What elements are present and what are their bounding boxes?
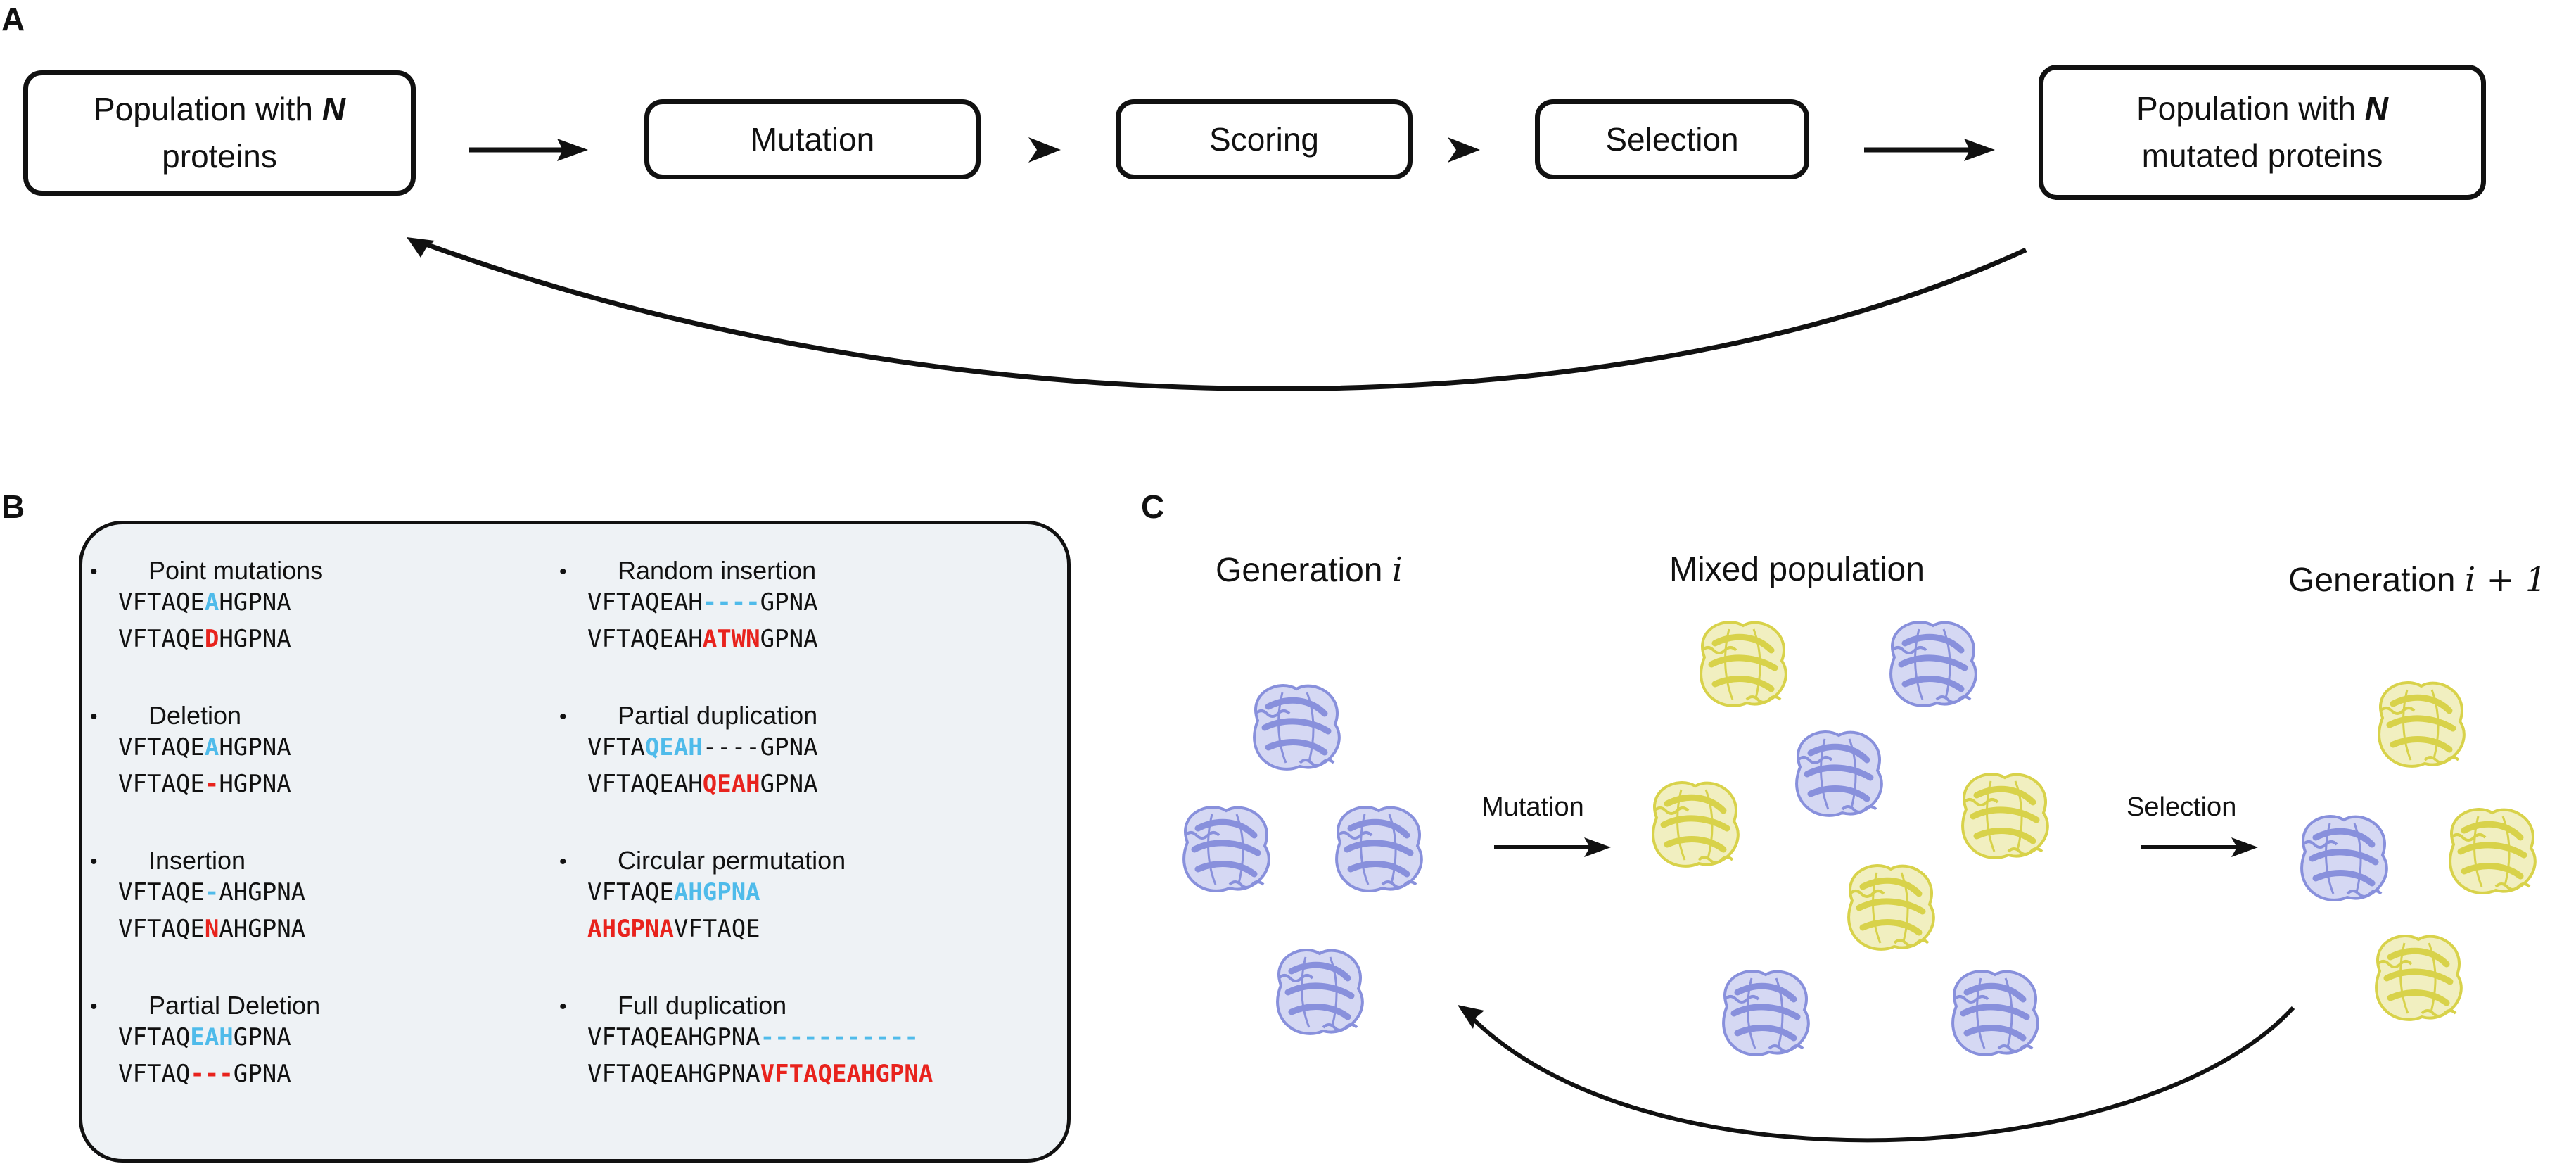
mutated-box-text-2: mutated proteins xyxy=(2141,137,2383,174)
protein-wild-type xyxy=(1797,732,1882,816)
arrowhead xyxy=(1964,139,1995,161)
panel-b-letter: B xyxy=(1,488,25,525)
bullet: • xyxy=(90,560,98,583)
insertion-seq-1: VFTAQE-AHGPNA xyxy=(118,878,306,906)
scoring-box: Scoring xyxy=(1116,99,1413,179)
protein-wild-type xyxy=(2302,816,2387,900)
mutation-arrow-label: Mutation xyxy=(1481,792,1584,822)
generation-i-plus-1-label: Generation i + 1 xyxy=(2288,560,2547,600)
arrow-loop-back-c xyxy=(1469,1006,2295,1143)
mixed-population-proteins xyxy=(1653,622,2048,1055)
partial-deletion-seq-2: VFTAQ---GPNA xyxy=(118,1060,291,1088)
protein-mutated xyxy=(2450,809,2535,893)
mutation-types-box xyxy=(79,521,1071,1163)
random-insertion-seq-2: VFTAQEAHATWNGPNA xyxy=(587,625,818,653)
arrowhead xyxy=(557,139,588,161)
mutated-box-n: N xyxy=(2364,90,2388,127)
generation-i-plus-1-proteins xyxy=(2302,683,2535,1020)
bullet: • xyxy=(90,850,98,873)
deletion-seq-1: VFTAQEAHGPNA xyxy=(118,733,291,761)
population-box-text-2: proteins xyxy=(162,138,277,175)
bullet: • xyxy=(559,850,567,873)
population-box-n: N xyxy=(321,91,345,128)
protein-wild-type xyxy=(1337,807,1422,891)
point-mutations-seq-2: VFTAQEDHGPNA xyxy=(118,625,291,653)
chevron-arrow xyxy=(1448,137,1480,163)
random-insertion-seq-1: VFTAQEAH----GPNA xyxy=(587,588,818,616)
circular-permutation-seq-1: VFTAQEAHGPNA xyxy=(587,878,760,906)
full-duplication-seq-1: VFTAQEAHGPNA----------- xyxy=(587,1023,919,1051)
random-insertion-title: Random insertion xyxy=(618,556,817,585)
point-mutations-title: Point mutations xyxy=(148,556,324,585)
panel-a-letter: A xyxy=(1,1,25,37)
protein-wild-type xyxy=(1891,622,1976,706)
partial-duplication-seq-2: VFTAQEAHQEAHGPNA xyxy=(587,770,818,798)
panel-c-arrows xyxy=(1469,845,2295,1143)
protein-wild-type xyxy=(1254,685,1339,769)
mixed-population-label: Mixed population xyxy=(1669,551,1925,588)
panel-a-arrows xyxy=(421,147,2027,391)
full-duplication-title: Full duplication xyxy=(618,991,787,1020)
partial-duplication-seq-1: VFTAQEAH----GPNA xyxy=(587,733,818,761)
arrowhead xyxy=(1584,837,1611,857)
bullet: • xyxy=(90,705,98,728)
deletion-title: Deletion xyxy=(148,701,242,730)
bullet: • xyxy=(559,705,567,728)
selection-box: Selection xyxy=(1535,99,1809,179)
panel-c-letter: C xyxy=(1141,488,1165,525)
protein-mutated xyxy=(1653,783,1738,866)
arrowhead xyxy=(2231,837,2258,857)
generation-i-label: Generation i xyxy=(1216,550,1403,590)
bullet: • xyxy=(90,995,98,1018)
deletion-seq-2: VFTAQE-HGPNA xyxy=(118,770,291,798)
arrowhead xyxy=(407,237,435,258)
protein-mutated xyxy=(1963,774,2048,858)
protein-mutated xyxy=(2379,683,2464,766)
insertion-seq-2: VFTAQENAHGPNA xyxy=(118,915,306,943)
bullet: • xyxy=(559,995,567,1018)
population-box-text: Population with xyxy=(94,91,322,128)
partial-deletion-title: Partial Deletion xyxy=(148,991,321,1020)
point-mutations-seq-1: VFTAQEAHGPNA xyxy=(118,588,291,616)
full-duplication-seq-2: VFTAQEAHGPNAVFTAQEAHGPNA xyxy=(587,1060,933,1088)
arrow-loop-back xyxy=(421,240,2027,391)
protein-mutated xyxy=(2376,936,2461,1020)
mutated-box-text: Population with xyxy=(2136,90,2365,127)
generation-i-proteins xyxy=(1184,685,1422,1034)
partial-duplication-title: Partial duplication xyxy=(618,701,818,730)
protein-wild-type xyxy=(1723,971,1809,1055)
bullet: • xyxy=(559,560,567,583)
protein-mutated xyxy=(1849,866,1934,949)
partial-deletion-seq-1: VFTAQEAHGPNA xyxy=(118,1023,291,1051)
insertion-title: Insertion xyxy=(148,846,246,875)
circular-permutation-title: Circular permutation xyxy=(618,846,846,875)
protein-wild-type xyxy=(1953,971,2038,1055)
selection-arrow-label: Selection xyxy=(2127,792,2237,822)
protein-wild-type xyxy=(1184,807,1269,891)
circular-permutation-seq-2: AHGPNAVFTAQE xyxy=(587,915,760,943)
protein-wild-type xyxy=(1277,950,1363,1034)
mutation-box: Mutation xyxy=(644,99,981,179)
arrowhead xyxy=(1458,1005,1484,1029)
chevron-arrow xyxy=(1028,137,1061,163)
protein-mutated xyxy=(1701,622,1786,706)
